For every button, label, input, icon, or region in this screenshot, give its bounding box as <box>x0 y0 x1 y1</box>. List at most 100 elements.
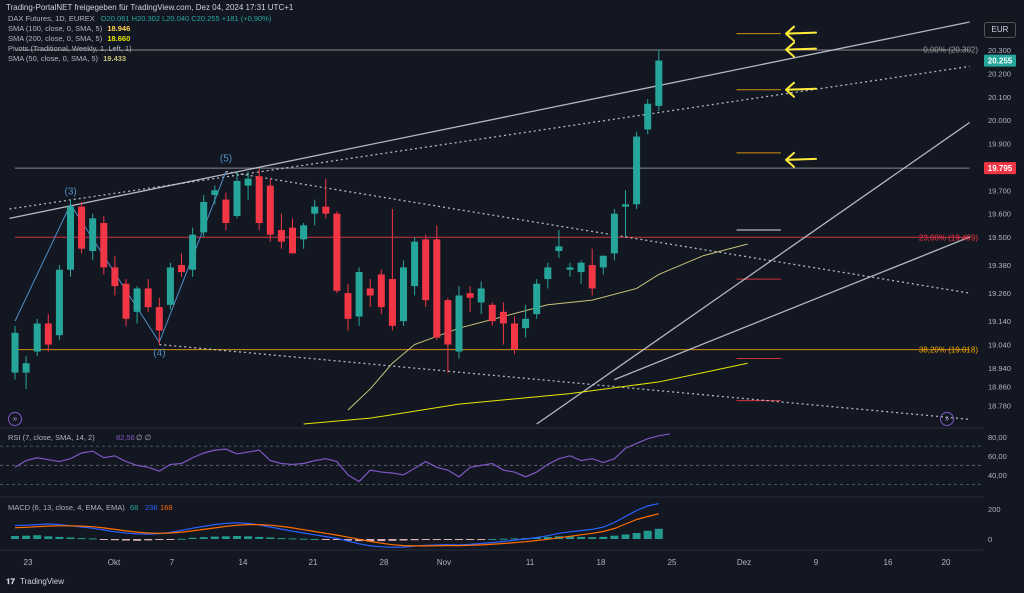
candle-body <box>610 213 618 254</box>
candle-body <box>588 265 596 289</box>
macd-histogram-bar <box>477 539 486 540</box>
macd-histogram-bar <box>166 539 175 540</box>
y-tick-label: 18.780 <box>988 401 1011 410</box>
macd-tick-label: 200 <box>988 505 1001 514</box>
macd-histogram-bar <box>377 539 386 542</box>
macd-histogram-bar <box>133 539 142 541</box>
candle-body <box>144 288 152 308</box>
macd-value: 168 <box>160 503 173 512</box>
candle-body <box>499 311 507 324</box>
macd-histogram-bar <box>399 539 408 541</box>
candle-body <box>577 262 585 273</box>
macd-histogram-bar <box>543 536 552 539</box>
x-tick-label: 9 <box>814 558 819 567</box>
x-tick-label: 14 <box>239 558 248 567</box>
macd-histogram-bar <box>144 539 153 541</box>
candle-body <box>533 283 541 315</box>
macd-histogram-bar <box>177 538 186 540</box>
candle-body <box>222 199 230 223</box>
candle-body <box>266 185 274 235</box>
current-price-badge-bg <box>984 54 1016 67</box>
macd-histogram-bar <box>255 536 264 539</box>
currency-button[interactable]: EUR <box>984 22 1016 38</box>
macd-histogram-bar <box>654 528 663 539</box>
candle-body <box>522 318 530 329</box>
current-price-badge: 20.255 <box>988 57 1013 66</box>
candle-body <box>333 213 341 291</box>
trendline <box>159 343 970 420</box>
candle-body <box>366 288 374 296</box>
tradingview-logo: 𝟏𝟕 TradingView <box>6 577 65 586</box>
macd-histogram-bar <box>599 536 608 539</box>
candle-body <box>455 295 463 352</box>
rsi-tick-label: 60,00 <box>988 452 1007 461</box>
macd-histogram-bar <box>499 538 508 540</box>
macd-histogram-bar <box>77 538 86 540</box>
rsi-tick-label: 40,00 <box>988 471 1007 480</box>
candle-body <box>344 293 352 319</box>
candle-body <box>322 206 330 214</box>
legend-symbol-line: DAX Futures, 1D, EUREX O20.061 H20.302 L… <box>8 14 271 23</box>
macd-value: 68 <box>130 503 138 512</box>
y-tick-label: 19.600 <box>988 210 1011 219</box>
macd-histogram-bar <box>577 536 586 539</box>
trendline <box>614 236 970 381</box>
candle-body <box>422 239 430 301</box>
candle-body <box>22 363 30 373</box>
macd-histogram-bar <box>199 537 208 539</box>
rsi-title: RSI (7, close, SMA, 14, 2) <box>8 433 95 442</box>
macd-histogram-bar <box>88 538 97 540</box>
rsi-extra: ∅ ∅ <box>136 433 152 442</box>
macd-histogram-bar <box>299 538 308 540</box>
macd-histogram-bar <box>266 537 275 539</box>
candle-body <box>511 323 518 350</box>
candle-body <box>555 246 563 252</box>
candle-body <box>11 332 19 373</box>
candle-body <box>233 180 241 216</box>
y-tick-label: 20.300 <box>988 46 1011 55</box>
y-tick-label: 19.380 <box>988 261 1011 270</box>
macd-histogram-bar <box>188 537 197 539</box>
y-tick-label: 19.500 <box>988 233 1011 242</box>
scroll-left-icon[interactable]: » <box>8 412 22 426</box>
x-tick-label: 25 <box>668 558 677 567</box>
x-tick-label: Nov <box>437 558 451 567</box>
legend-ohlc: O20.061 H20.302 L20.040 C20.255 +181 (+0… <box>100 14 272 23</box>
macd-histogram-bar <box>221 536 230 539</box>
fib-level-label: 23,60% (19.499) <box>919 233 978 242</box>
macd-histogram-bar <box>421 539 430 540</box>
macd-histogram-bar <box>643 530 652 539</box>
macd-histogram-bar <box>488 539 497 540</box>
macd-histogram-bar <box>55 536 64 539</box>
scroll-right-icon[interactable]: » <box>940 412 954 426</box>
candle-body <box>289 227 296 254</box>
legend-sma100-label: SMA (100, close, 0, SMA, 5) <box>8 24 103 33</box>
macd-histogram-bar <box>366 539 375 542</box>
macd-histogram-bar <box>122 539 130 541</box>
fib-level-label: 0,00% (20.302) <box>923 46 978 55</box>
rsi-line <box>14 433 671 483</box>
legend-symbol: DAX Futures, 1D, EUREX <box>8 14 95 23</box>
candle-body <box>89 218 97 252</box>
macd-histogram-bar <box>244 536 253 539</box>
wave-label: (5) <box>220 154 232 165</box>
macd-histogram-bar <box>610 535 619 539</box>
candle-body <box>300 225 308 240</box>
legend-sma100-value: 18.946 <box>107 24 131 33</box>
legend-pivots: Pivots (Traditional, Weekly, 1, Left, 1) <box>8 44 132 53</box>
candle-body <box>111 267 119 287</box>
macd-histogram-bar <box>210 536 219 539</box>
candle-body <box>433 239 441 338</box>
macd-histogram-bar <box>310 539 319 540</box>
macd-histogram-bar <box>455 539 463 540</box>
macd-histogram-bar <box>344 539 352 541</box>
annotation-arrow-icon <box>785 25 817 42</box>
macd-histogram-bar <box>233 536 241 539</box>
wave-label: (3) <box>65 186 77 197</box>
candle-body <box>44 323 52 345</box>
candle-body <box>133 288 141 312</box>
candle-body <box>566 267 574 270</box>
candle-body <box>388 279 396 326</box>
candle-body <box>488 304 496 322</box>
